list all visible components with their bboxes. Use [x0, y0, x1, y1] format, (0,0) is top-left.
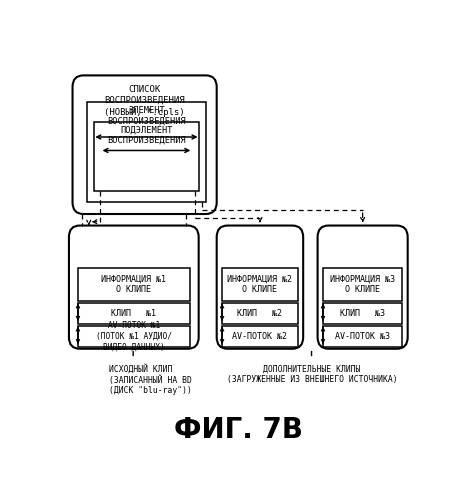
Text: ИСХОДНЫЙ КЛИП
(ЗАПИСАННЫЙ НА BD
(ДИСК "blu-ray")): ИСХОДНЫЙ КЛИП (ЗАПИСАННЫЙ НА BD (ДИСК "b…: [108, 364, 192, 396]
Text: КЛИП   №2: КЛИП №2: [238, 308, 282, 318]
Bar: [94, 122, 199, 191]
Bar: [222, 268, 298, 300]
Text: ИНФОРМАЦИЯ №2
О КЛИПЕ: ИНФОРМАЦИЯ №2 О КЛИПЕ: [227, 274, 292, 294]
Bar: [87, 102, 206, 202]
Text: ФИГ. 7В: ФИГ. 7В: [174, 416, 303, 444]
Bar: [78, 302, 190, 324]
Text: ИНФОРМАЦИЯ №1
О КЛИПЕ: ИНФОРМАЦИЯ №1 О КЛИПЕ: [101, 274, 166, 294]
Text: ДОПОЛНИТЕЛЬНЫЕ КЛИПЫ
(ЗАГРУЖЕННЫЕ ИЗ ВНЕШНЕГО ИСТОЧНИКА): ДОПОЛНИТЕЛЬНЫЕ КЛИПЫ (ЗАГРУЖЕННЫЕ ИЗ ВНЕ…: [227, 364, 398, 384]
Bar: [78, 326, 190, 347]
Text: AV-ПОТОК №3: AV-ПОТОК №3: [335, 332, 390, 340]
Text: ЭЛЕМЕНТ
ВОСПРОИЗВЕДЕНИЯ: ЭЛЕМЕНТ ВОСПРОИЗВЕДЕНИЯ: [107, 106, 186, 126]
Text: СПИСОК
ВОСПРОИЗВЕДЕНИЯ
(НОВЫЙ, *.cpls): СПИСОК ВОСПРОИЗВЕДЕНИЯ (НОВЫЙ, *.cpls): [104, 85, 185, 116]
Text: AV-ПОТОК №1
(ПОТОК №1 АУДИО/
ВИДЕО ДАННЫХ): AV-ПОТОК №1 (ПОТОК №1 АУДИО/ ВИДЕО ДАННЫ…: [96, 322, 172, 351]
Text: КЛИП   №1: КЛИП №1: [111, 308, 156, 318]
Bar: [222, 326, 298, 347]
Text: ПОДЭЛЕМЕНТ
ВОСПРОИЗВЕДЕНИЯ: ПОДЭЛЕМЕНТ ВОСПРОИЗВЕДЕНИЯ: [107, 126, 186, 145]
FancyBboxPatch shape: [318, 226, 408, 349]
Bar: [323, 326, 402, 347]
Bar: [323, 268, 402, 300]
Bar: [78, 268, 190, 300]
Bar: [222, 302, 298, 324]
Text: КЛИП   №3: КЛИП №3: [340, 308, 385, 318]
Text: AV-ПОТОК №2: AV-ПОТОК №2: [232, 332, 287, 340]
Bar: [323, 302, 402, 324]
FancyBboxPatch shape: [69, 226, 199, 349]
FancyBboxPatch shape: [217, 226, 303, 349]
Text: ИНФОРМАЦИЯ №3
О КЛИПЕ: ИНФОРМАЦИЯ №3 О КЛИПЕ: [330, 274, 395, 294]
FancyBboxPatch shape: [73, 76, 217, 214]
